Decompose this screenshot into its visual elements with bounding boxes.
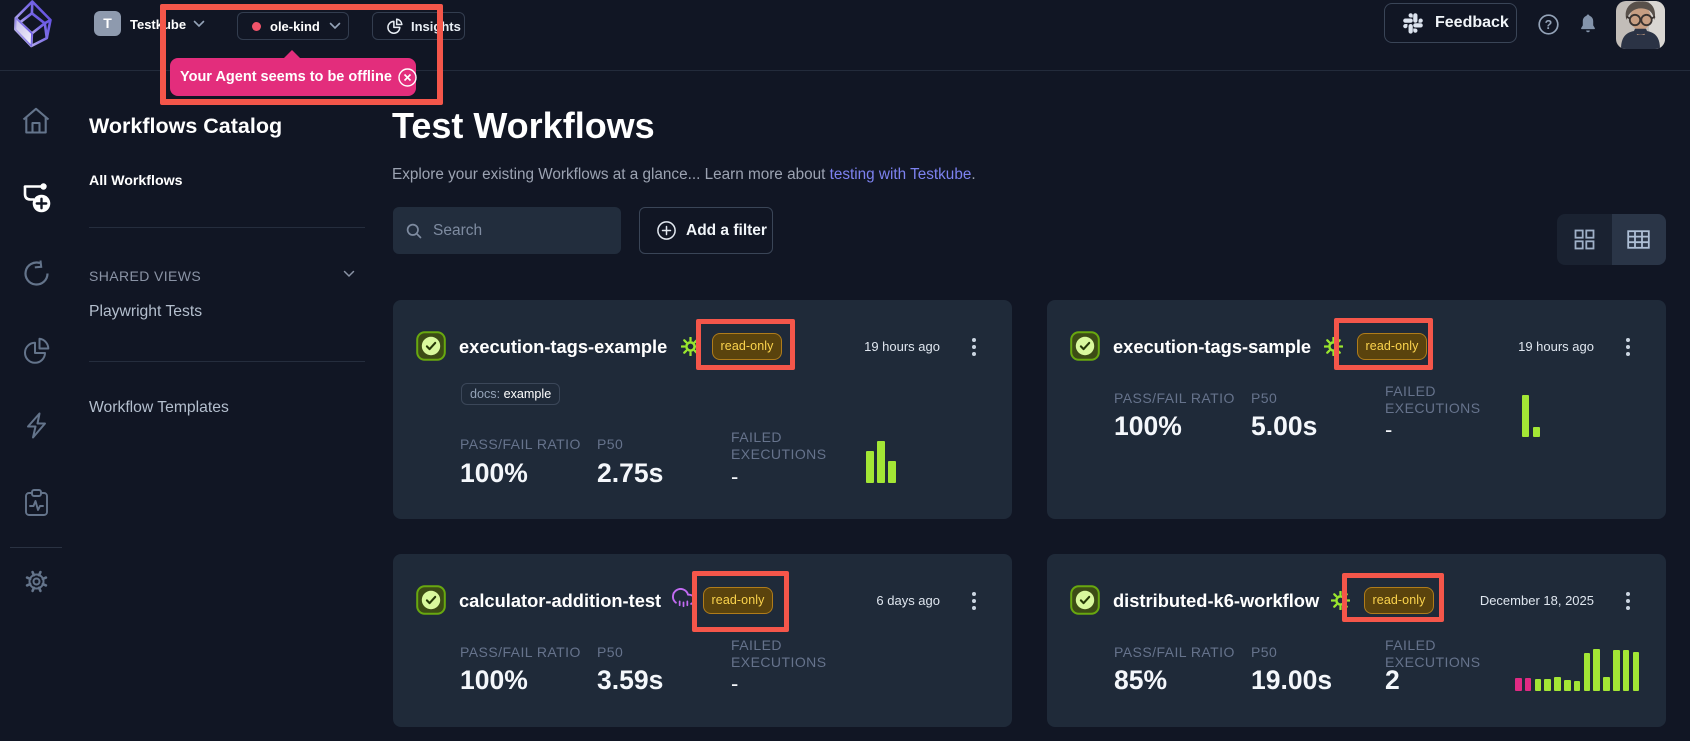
svg-text:?: ? — [1545, 18, 1553, 32]
